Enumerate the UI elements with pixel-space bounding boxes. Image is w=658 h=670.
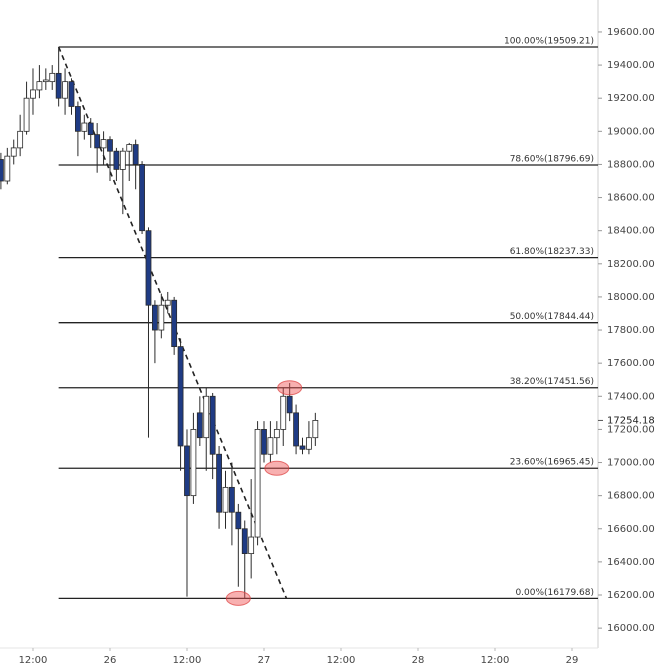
candle-body [62,81,68,99]
candle-body [196,412,203,439]
y-tick-label: 19200.00 [607,93,655,104]
candle-body [229,486,235,513]
candle-body [267,437,274,455]
candle-body [100,139,107,149]
candle-body [222,486,229,513]
y-tick-label: 17400.00 [607,391,655,402]
candle-body [94,134,101,149]
candle-body [23,97,30,132]
candle-body [75,106,81,132]
candle-body [248,536,255,555]
highlight [264,460,290,476]
candle-body [164,299,171,306]
candle-body [87,122,94,136]
highlight [225,590,251,606]
candle-body [190,429,197,497]
candle-body [4,155,11,182]
fib-label: 23.60%(16965.45) [510,458,594,468]
candle-body [132,144,139,165]
candle-body [55,72,62,99]
x-tick-label: 12:00 [19,655,48,666]
candle-body [81,122,88,132]
y-tick-label: 18800.00 [607,159,655,170]
y-tick-label: 16600.00 [607,524,655,535]
candle-body [113,150,120,170]
y-tick-label: 18400.00 [607,226,655,237]
y-tick-label: 17200.00 [607,424,655,435]
candle-body [306,437,312,450]
fib-label: 0.00%(16179.68) [515,588,594,598]
candle-body [241,528,248,555]
candle-body [293,412,299,447]
y-tick-label: 19400.00 [607,60,655,71]
candle-body [126,144,133,152]
x-tick-label: 26 [104,655,117,666]
fib-label: 78.60%(18796.69) [510,154,594,164]
x-tick-label: 28 [412,655,425,666]
y-tick-label: 16000.00 [607,623,655,634]
x-tick-label: 12:00 [327,655,356,666]
candle-body [299,445,306,450]
fib-label: 50.00%(17844.44) [510,312,594,322]
highlight [277,380,303,396]
candle-body [139,164,145,232]
y-tick-label: 18000.00 [607,292,655,303]
y-tick-label: 16200.00 [607,590,655,601]
candle-body [119,150,126,170]
candle-body [145,230,152,306]
candle-body [184,445,190,497]
candle-body [235,511,242,530]
candle-body [286,395,293,414]
candle-body [0,159,4,182]
candle-body [68,81,75,107]
candle-body [171,299,178,348]
x-tick-label: 12:00 [173,655,202,666]
candle-body [17,130,24,149]
candle-body [10,147,17,157]
candle-body [42,79,49,83]
y-tick-label: 19000.00 [607,126,655,137]
candle-body [280,395,287,430]
y-tick-label: 18200.00 [607,259,655,270]
candle-body [177,346,184,447]
candle-body [273,429,280,439]
candle-body [209,395,216,455]
candle-body [261,429,267,455]
candle-body [203,395,210,439]
y-tick-label: 19600.00 [607,27,655,38]
fib-label: 61.80%(18237.33) [510,247,594,257]
fib-label: 38.20%(17451.56) [510,377,594,387]
candle-body [36,81,43,91]
y-tick-label: 18600.00 [607,193,655,204]
y-tick-label: 17600.00 [607,358,655,369]
y-tick-label: 16800.00 [607,491,655,502]
candle-body [216,453,222,513]
candle-body [158,304,165,331]
candle-body [30,89,36,99]
candle-body [107,139,113,152]
candle-body [312,420,319,439]
fib-label: 100.00%(19509.21) [504,36,594,46]
candle-body [49,72,56,83]
candle-body [152,304,158,331]
y-tick-label: 16400.00 [607,557,655,568]
y-tick-label: 17800.00 [607,325,655,336]
y-tick-label: 17000.00 [607,458,655,469]
x-tick-label: 12:00 [481,655,510,666]
candle-body [254,429,261,538]
last-price-label: 17254.18 [607,415,655,426]
x-tick-label: 27 [258,655,271,666]
x-tick-label: 29 [566,655,579,666]
